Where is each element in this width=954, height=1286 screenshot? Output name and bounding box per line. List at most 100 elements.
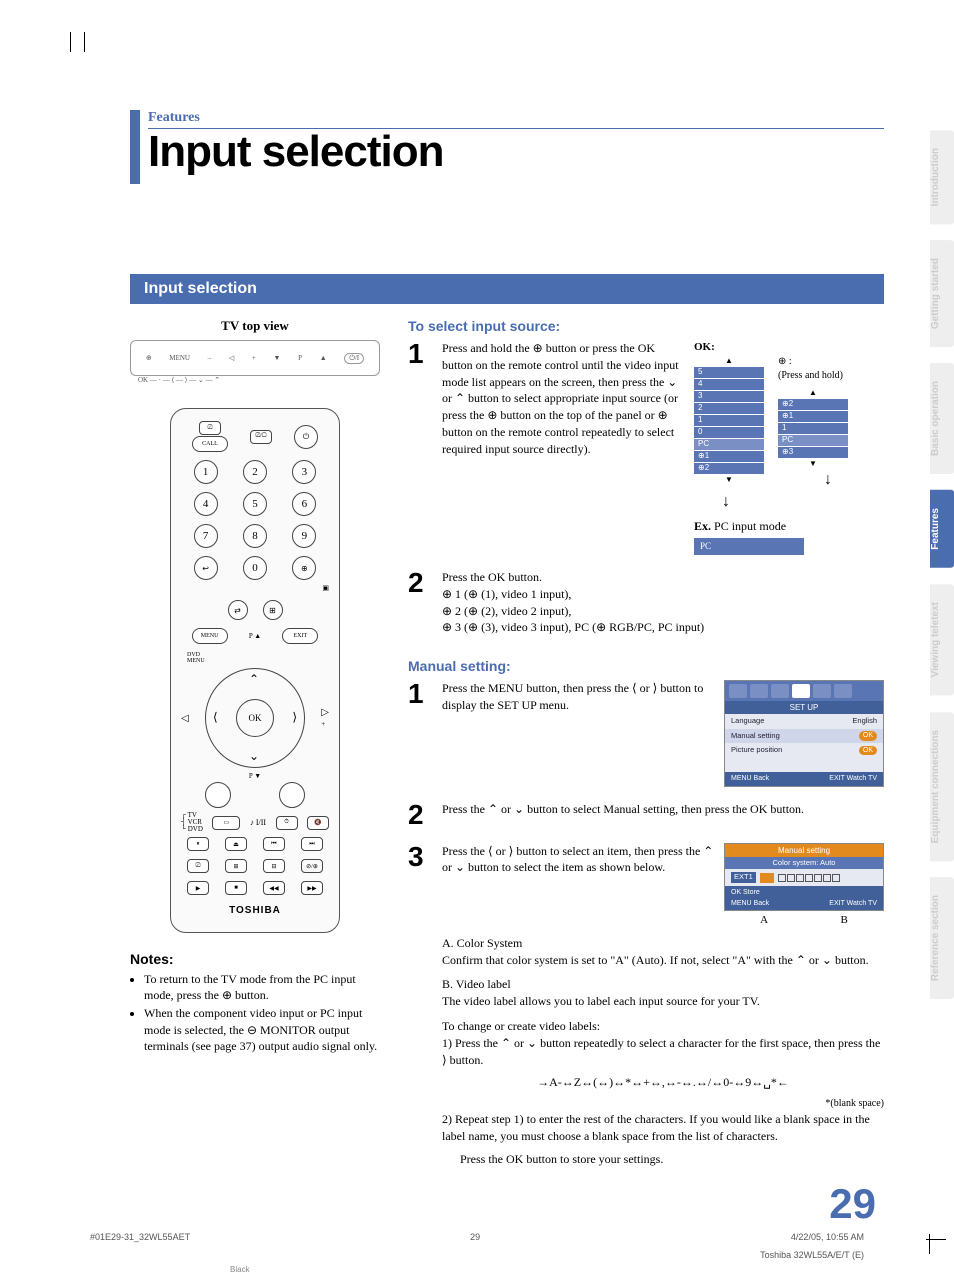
footer-mid: 29 bbox=[470, 1232, 480, 1260]
mode-switch: ▭ bbox=[212, 816, 240, 830]
example-label: Ex. PC input mode bbox=[694, 518, 884, 535]
side-tab: Reference section bbox=[930, 877, 954, 999]
subsection-header: Input selection bbox=[130, 274, 884, 304]
side-tab: Equipment connections bbox=[930, 712, 954, 861]
tv-top-caption: TV top view bbox=[130, 318, 380, 334]
audio-label: ♪ I/II bbox=[250, 818, 266, 827]
pause-button: ⏸ bbox=[187, 837, 209, 851]
manual-heading: Manual setting: bbox=[408, 658, 884, 674]
num-2: 2 bbox=[243, 460, 267, 484]
side-tab: Introduction bbox=[930, 130, 954, 224]
brand-label: TOSHIBA bbox=[181, 905, 329, 916]
side-tab: Viewing teletext bbox=[930, 584, 954, 695]
manual-osd: Manual setting Color system: Auto EXT1 bbox=[724, 843, 884, 912]
pa-label: P ▲ bbox=[249, 632, 261, 640]
text-button: ⎚ bbox=[187, 859, 209, 873]
side-tab-active: Features bbox=[930, 490, 954, 568]
footer-left: #01E29-31_32WL55AET bbox=[90, 1232, 190, 1260]
title-accent-bar bbox=[130, 110, 140, 184]
mode-labels: ┌ TV┤ VCR└ DVD bbox=[181, 812, 203, 833]
change-step: 1) Press the ⌃ or ⌄ button repeatedly to… bbox=[442, 1035, 884, 1069]
osd-list-left: 5 4 3 2 1 0 PC ⊕1 ⊕2 bbox=[694, 367, 764, 474]
vol-icon: ▷+ bbox=[321, 707, 329, 729]
side-tab: Getting started bbox=[930, 240, 954, 347]
tv-btn: ▼ bbox=[274, 354, 281, 362]
remote-btn: ⎚/▢ bbox=[250, 430, 272, 444]
index-button: ⊞ bbox=[225, 859, 247, 873]
num-4: 4 bbox=[194, 492, 218, 516]
num-9: 9 bbox=[292, 524, 316, 548]
tv-top-diagram: ⊕ MENU – ◁ + ▼ P ▲ ⏻/I bbox=[130, 340, 380, 376]
size-button: ⊞ bbox=[263, 600, 283, 620]
note-item: When the component video input or PC inp… bbox=[144, 1005, 380, 1054]
tv-btn: ⊕ bbox=[146, 354, 152, 362]
reveal-button: ⊘/⊕ bbox=[301, 859, 323, 873]
pv-label: P ▼ bbox=[181, 772, 329, 780]
exit-button: EXIT bbox=[282, 628, 318, 644]
item-b-body: The video label allows you to label each… bbox=[442, 993, 884, 1010]
ok-header: OK: bbox=[694, 340, 715, 355]
side-tabs: Introduction Getting started Basic opera… bbox=[930, 130, 954, 999]
page-title: Input selection bbox=[148, 127, 884, 177]
osd-list-right: ⊕2 ⊕1 1 PC ⊕3 bbox=[778, 399, 848, 458]
notes-section: Notes: To return to the TV mode from the… bbox=[130, 951, 380, 1054]
footer-timestamp: 4/22/05, 10:55 AM bbox=[760, 1232, 864, 1242]
next-button: ⏭ bbox=[301, 837, 323, 851]
tv-btn: P bbox=[298, 354, 302, 362]
ff-button: ▶▶ bbox=[301, 881, 323, 895]
menu-button: MENU bbox=[192, 628, 228, 644]
item-b-head: B. Video label bbox=[442, 976, 884, 993]
step-body: OK: ▲ 5 4 3 2 1 bbox=[442, 340, 884, 555]
dpad: ⌃ ⌄ ⟨ ⟩ OK bbox=[205, 668, 305, 768]
ab-labels: AB bbox=[724, 913, 884, 928]
change-head: To change or create video labels: bbox=[442, 1018, 884, 1035]
dvd-menu-label: DVDMENU bbox=[181, 652, 329, 664]
step-number: 2 bbox=[408, 569, 432, 636]
blank-note: *(blank space) bbox=[442, 1097, 884, 1111]
num-0: 0 bbox=[243, 556, 267, 580]
input-icon-label: ⊕ : bbox=[778, 355, 878, 369]
change-step: 2) Repeat step 1) to enter the rest of t… bbox=[442, 1111, 884, 1145]
num-1: 1 bbox=[194, 460, 218, 484]
black-label: Black bbox=[230, 1265, 250, 1274]
step-body: Manual setting Color system: Auto EXT1 bbox=[442, 843, 884, 1168]
num-6: 6 bbox=[292, 492, 316, 516]
step: 1 SET UP LanguageEnglish Manual settingO… bbox=[408, 680, 884, 786]
blank-button bbox=[279, 782, 305, 808]
power-button: ⏻ bbox=[294, 425, 318, 449]
blank-button bbox=[205, 782, 231, 808]
press-hold-label: (Press and hold) bbox=[778, 369, 878, 383]
vol-icon: ◁ bbox=[181, 713, 189, 724]
step-number: 2 bbox=[408, 801, 432, 829]
step-body: SET UP LanguageEnglish Manual settingOK … bbox=[442, 680, 884, 786]
pip-icon: ▣ bbox=[322, 584, 329, 592]
crop-mark bbox=[926, 1239, 946, 1240]
num-3: 3 bbox=[292, 460, 316, 484]
num-7: 7 bbox=[194, 524, 218, 548]
select-source-heading: To select input source: bbox=[408, 318, 884, 334]
num-5: 5 bbox=[243, 492, 267, 516]
step-number: 1 bbox=[408, 340, 432, 555]
item-a-head: A. Color System bbox=[442, 935, 884, 952]
step-number: 3 bbox=[408, 843, 432, 1168]
hold-button: ⊟ bbox=[263, 859, 285, 873]
left-column: TV top view ⊕ MENU – ◁ + ▼ P ▲ ⏻/I OK — … bbox=[130, 318, 380, 1182]
step-number: 1 bbox=[408, 680, 432, 786]
step-body: Press the ⌃ or ⌄ button to select Manual… bbox=[442, 801, 884, 829]
step: 3 Manual setting Color system: Auto EXT1 bbox=[408, 843, 884, 1168]
call-button: CALL bbox=[192, 436, 228, 452]
tv-btn: + bbox=[252, 354, 256, 362]
remote-diagram: ⎚ CALL ⎚/▢ ⏻ 1 2 3 4 5 6 7 bbox=[170, 408, 340, 933]
tv-btn: MENU bbox=[169, 354, 190, 362]
crop-mark bbox=[929, 1234, 930, 1254]
change-store: Press the OK button to store your settin… bbox=[442, 1151, 884, 1168]
step: 1 OK: ▲ 5 4 bbox=[408, 340, 884, 555]
tv-top-subline: OK — · — ⟨ — ⟩ — ⌄ — ⌃ bbox=[130, 376, 380, 384]
tv-btn: – bbox=[208, 354, 212, 362]
tv-btn: ◁ bbox=[229, 354, 234, 362]
setup-osd: SET UP LanguageEnglish Manual settingOK … bbox=[724, 680, 884, 786]
step: 2 Press the OK button. ⊕ 1 (⊕ (1), video… bbox=[408, 569, 884, 636]
step-body: Press the OK button. ⊕ 1 (⊕ (1), video 1… bbox=[442, 569, 884, 636]
prev-button: ⏮ bbox=[263, 837, 285, 851]
footer-model: Toshiba 32WL55A/E/T (E) bbox=[760, 1250, 864, 1260]
